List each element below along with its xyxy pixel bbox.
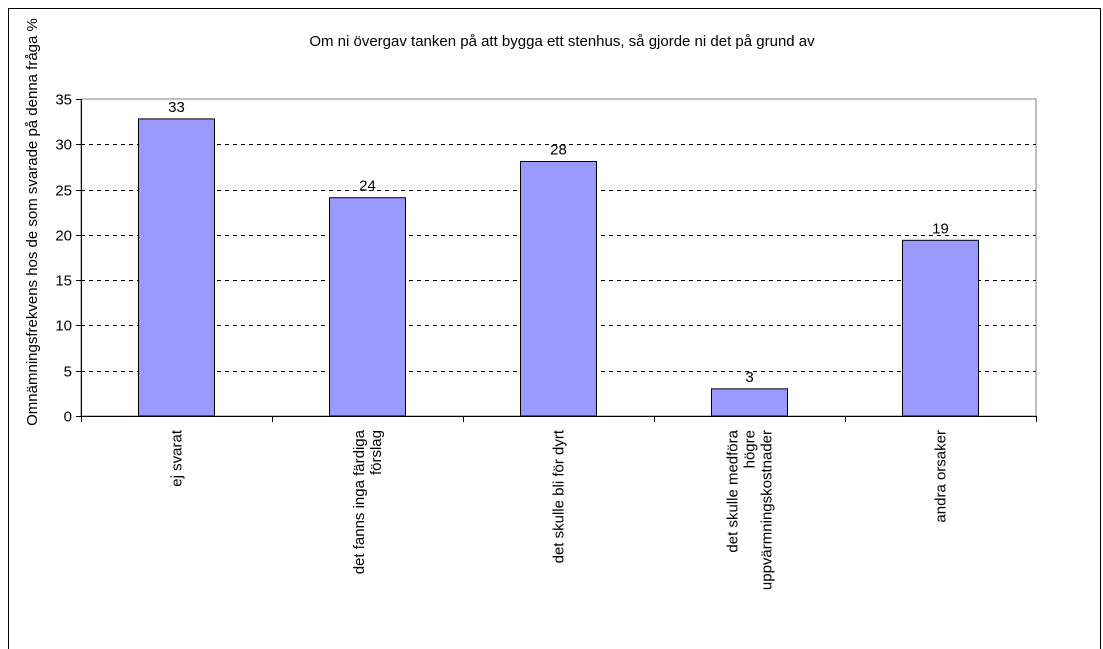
y-axis-label: Omnämningsfrekvens hos de som svarade på…: [24, 18, 41, 426]
category-label: det fanns inga färdigaförslag: [351, 429, 385, 574]
category-label: ej svarat: [169, 429, 186, 487]
y-tick-label: 10: [55, 318, 72, 335]
category-label: det skulle bli för dyrt: [551, 429, 568, 563]
y-tick-label: 25: [55, 183, 72, 200]
data-label: 33: [168, 99, 185, 116]
chart-frame: [8, 8, 1101, 649]
data-label: 19: [932, 220, 949, 237]
data-label: 3: [745, 369, 753, 386]
category-label: det skulle medförahögreuppvärmningskostn…: [725, 429, 776, 590]
y-tick-label: 0: [64, 409, 72, 426]
y-tick-label: 35: [55, 92, 72, 109]
y-tick-label: 5: [64, 364, 72, 381]
chart-title: Om ni övergav tanken på att bygga ett st…: [309, 33, 815, 50]
y-tick-label: 20: [55, 228, 72, 245]
bar: [329, 197, 406, 417]
y-tick-label: 30: [55, 137, 72, 154]
bar: [902, 239, 979, 417]
data-label: 24: [359, 178, 376, 195]
y-tick-label: 15: [55, 273, 72, 290]
bar: [711, 388, 788, 417]
category-label: andra orsaker: [933, 430, 950, 523]
bar: [138, 118, 215, 417]
data-label: 28: [550, 141, 567, 158]
bar: [520, 160, 597, 417]
